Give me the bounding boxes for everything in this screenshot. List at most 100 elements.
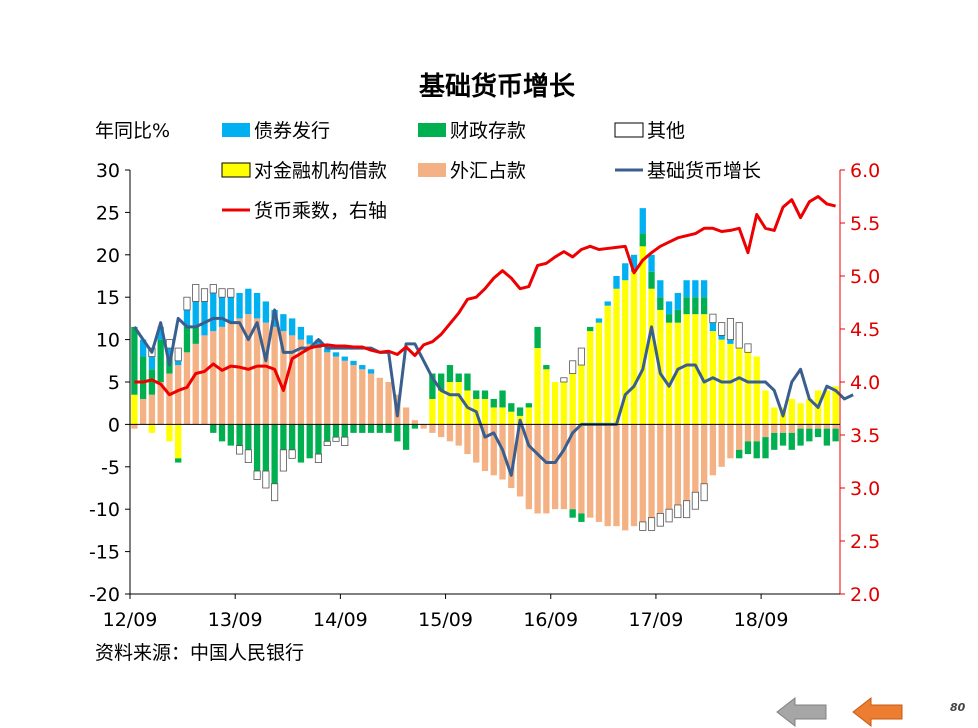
bar-segment [175,458,182,463]
bar-segment [183,326,191,353]
bar-segment [350,360,357,366]
bar-segment [341,436,349,446]
bar-segment [385,382,392,425]
bar-segment [692,314,699,425]
bar-segment [700,424,708,484]
legend-label-base-money: 基础货币增长 [647,160,761,182]
bar-segment [727,339,734,344]
page-number: 80 [950,701,966,714]
bar-segment [367,373,375,425]
bar-segment [560,382,568,425]
bar-segment [315,339,322,349]
y-axis-label: 年同比% [95,120,170,142]
bar-segment [639,521,647,531]
y-tick-label: -10 [89,499,120,521]
forward-arrow-button[interactable] [852,696,904,728]
legend: 债券发行 财政存款 其他 对金融机构借款 外汇占款 基础货币增长 货币乘数，右轴 [221,120,761,222]
bar-segment [622,424,629,531]
legend-label-multiplier: 货币乘数，右轴 [254,200,387,222]
bar-segment [157,382,164,425]
bar-segment [692,280,699,298]
bar-segment [306,335,313,344]
bar-segment [192,301,199,327]
bar-segment [297,424,305,463]
bar-segment [692,297,699,315]
bar-segment [753,424,760,442]
bar-segment [148,356,156,370]
bar-segment [166,348,173,357]
bar-segment [227,424,234,446]
bar-segment [630,424,638,527]
bar-segment [560,424,568,510]
bar-segment [174,347,182,362]
bar-segment [762,424,769,438]
bar-segment [253,424,261,472]
bar-segment [674,424,681,505]
bar-segment [350,365,357,425]
bar-segment [823,428,831,446]
bar-segment [604,301,611,306]
bar-segment [604,424,611,527]
y2-tick-label: 5.5 [850,213,880,235]
bar-segment [324,352,331,425]
bar-segment [718,424,725,467]
bar-segment [709,424,717,476]
bar-segment [271,424,278,484]
bar-segment [534,348,541,425]
bar-segment [166,373,173,425]
bar-segment [727,343,734,425]
bar-segment [630,254,638,272]
bars-layer [131,208,839,531]
bar-segment [779,424,787,433]
bar-segment [157,326,164,340]
bar-segment [324,348,331,353]
bar-segment [499,407,506,425]
bar-segment [245,424,252,450]
bar-segment [771,424,778,433]
y2-tick-label: 4.0 [850,372,880,394]
bar-segment [376,377,383,425]
bar-segment [683,297,690,315]
bar-segment [674,309,681,323]
y-tick-label: 15 [96,287,120,309]
legend-label-fiscal: 财政存款 [450,120,526,142]
bar-segment [148,394,156,425]
bar-segment [587,326,594,332]
bar-segment [429,373,436,399]
bar-segment [262,470,270,489]
bar-segment [709,322,717,332]
bar-segment [744,352,752,425]
y2-tick-label: 5.0 [850,266,880,288]
bar-segment [341,424,348,438]
chart-title: 基础货币增长 [419,71,576,102]
bar-segment [279,449,287,472]
y2-tick-label: 4.5 [850,319,880,341]
bar-segment [148,424,156,433]
bar-segment [823,390,831,425]
bar-segment [131,394,138,425]
bar-segment [744,441,752,455]
y2-tick-label: 3.0 [850,478,880,500]
bar-segment [131,424,138,429]
bar-segment [657,424,664,514]
bar-segment [183,309,191,327]
bar-segment [578,424,585,514]
bar-segment [359,365,366,370]
x-tick-label: 18/09 [734,609,789,631]
bar-segment [490,398,497,408]
bar-segment [577,347,585,366]
bar-segment [332,352,340,357]
bar-segment [736,424,743,450]
bar-segment [376,424,383,433]
bar-segment [210,292,217,332]
bar-segment [499,390,506,408]
bar-segment [166,424,173,442]
bar-segment [490,424,497,476]
bar-segment [657,280,664,298]
bar-segment [455,373,462,382]
bar-segment [788,424,795,433]
bar-segment [727,424,734,459]
back-arrow-button[interactable] [776,696,828,728]
bar-segment [639,233,646,247]
bar-segment [446,424,454,442]
